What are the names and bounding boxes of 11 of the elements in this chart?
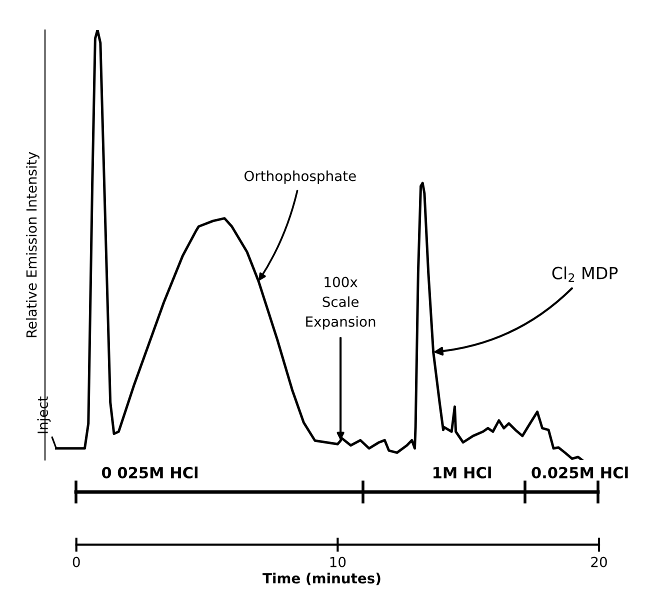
annotation: Orthophosphate — [244, 170, 356, 184]
x-tick-label: 0 — [72, 556, 80, 568]
y-axis-title: Relative Emission Intensity — [26, 152, 40, 338]
x-tick-label: 20 — [591, 556, 607, 568]
annotation: Cl$_{2}$ MDP — [552, 266, 618, 282]
annotation: 100x Scale Expansion — [306, 276, 376, 330]
text: 0.025M HCl — [532, 466, 628, 478]
text: 1M HCl — [434, 466, 491, 478]
x-axis-title: Time (minutes) — [262, 572, 380, 586]
text: 0 025M HCl — [102, 466, 198, 478]
x-tick-label: 10 — [330, 556, 346, 568]
